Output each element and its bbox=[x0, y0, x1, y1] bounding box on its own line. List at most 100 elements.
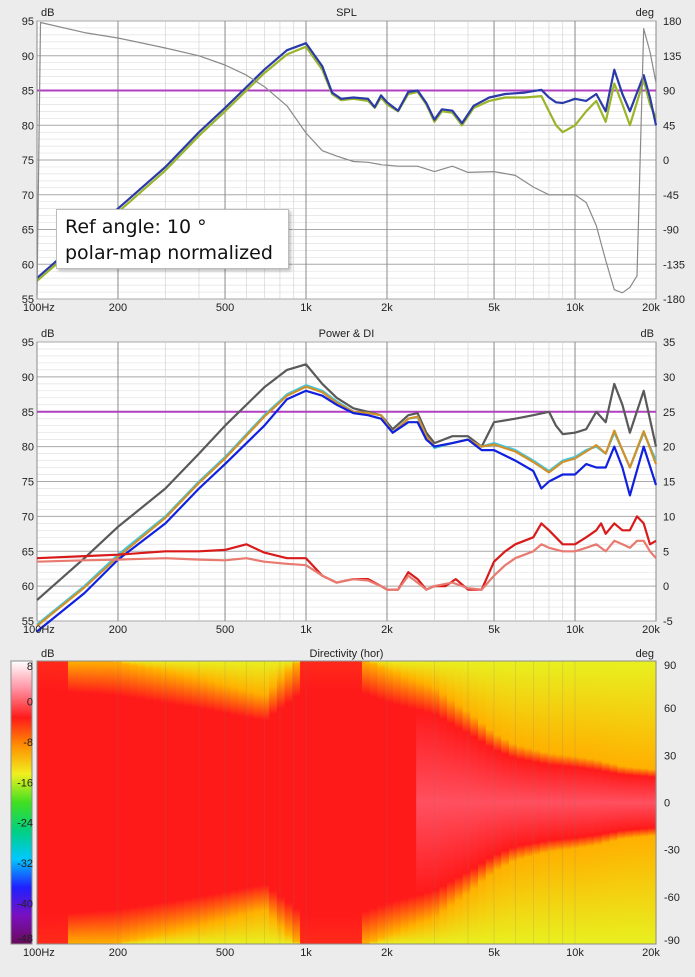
y-tick-label: 75 bbox=[22, 155, 34, 167]
heatmap-stripe bbox=[83, 661, 92, 944]
y2-tick-label: -135 bbox=[663, 259, 685, 271]
right-unit-label: deg bbox=[636, 7, 654, 19]
series-line-0 bbox=[36, 363, 658, 601]
colorbar-tick-label: 0 bbox=[27, 696, 33, 708]
heatmap-stripe bbox=[563, 661, 572, 944]
left-unit-label: dB bbox=[41, 648, 54, 660]
heatmap-stripe bbox=[423, 661, 433, 944]
y-tick-label: 60 bbox=[22, 259, 34, 271]
heatmap-stripe bbox=[578, 661, 587, 944]
heatmap-stripe bbox=[617, 661, 626, 944]
ref-angle-annotation: Ref angle: 10 ° polar-map normalized bbox=[56, 209, 289, 269]
colorbar-tick-label: -8 bbox=[23, 737, 33, 749]
heatmap-stripe bbox=[346, 661, 355, 944]
y-tick-label: 70 bbox=[22, 190, 34, 202]
x-tick-label: 100Hz bbox=[23, 624, 55, 636]
y-tick-label: 75 bbox=[22, 477, 34, 489]
y2-tick-label: -5 bbox=[663, 616, 673, 628]
heatmap-stripe bbox=[400, 661, 409, 944]
heatmap-stripe bbox=[98, 661, 108, 944]
colorbar-tick-label: 8 bbox=[27, 661, 33, 673]
heatmap-stripe bbox=[547, 661, 557, 944]
angle-tick-label: 60 bbox=[664, 703, 676, 715]
heatmap-stripe bbox=[307, 661, 317, 944]
y2-tick-label: 135 bbox=[663, 51, 681, 63]
heatmap-stripe bbox=[106, 661, 115, 944]
heatmap-stripe bbox=[168, 661, 177, 944]
heatmap-stripe bbox=[385, 661, 394, 944]
angle-tick-label: 30 bbox=[664, 750, 676, 762]
heatmap-stripe bbox=[478, 661, 487, 944]
x-tick-label: 500 bbox=[216, 302, 234, 314]
heatmap-stripe bbox=[609, 661, 618, 944]
y-tick-label: 65 bbox=[22, 546, 34, 558]
heatmap-stripe bbox=[160, 661, 170, 944]
heatmap-stripe bbox=[493, 661, 502, 944]
colorbar-tick-label: -32 bbox=[17, 858, 33, 870]
y-tick-label: 90 bbox=[22, 51, 34, 63]
y2-tick-label: -90 bbox=[663, 225, 679, 237]
y-tick-label: 85 bbox=[22, 86, 34, 98]
x-tick-label: 10k bbox=[566, 624, 584, 636]
series-line-2 bbox=[36, 21, 657, 296]
heatmap-stripe bbox=[570, 661, 580, 944]
chart-title: SPL bbox=[336, 7, 357, 19]
heatmap-stripe bbox=[331, 661, 340, 944]
heatmap-stripe bbox=[555, 661, 564, 944]
heatmap-stripe bbox=[508, 661, 518, 944]
y2-tick-label: 90 bbox=[663, 86, 675, 98]
heatmap-stripe bbox=[594, 661, 603, 944]
heatmap-stripe bbox=[37, 661, 46, 944]
heatmap-stripe bbox=[470, 661, 479, 944]
heatmap-stripe bbox=[44, 661, 54, 944]
heatmap-stripe bbox=[431, 661, 440, 944]
heatmap-stripe bbox=[323, 661, 332, 944]
left-unit-label: dB bbox=[41, 7, 54, 19]
heatmap-stripe bbox=[145, 661, 154, 944]
heatmap-stripe bbox=[586, 661, 595, 944]
heatmap-stripe bbox=[416, 661, 425, 944]
x-tick-label: 2k bbox=[381, 302, 393, 314]
y-tick-label: 65 bbox=[22, 225, 34, 237]
y2-tick-label: 0 bbox=[663, 581, 669, 593]
colorbar-tick-label: -40 bbox=[17, 899, 33, 911]
heatmap-stripe bbox=[75, 661, 85, 944]
y-tick-label: 80 bbox=[22, 120, 34, 132]
heatmap-stripe bbox=[292, 661, 301, 944]
chart-title: Power & DI bbox=[319, 328, 375, 340]
heatmap-stripe bbox=[238, 661, 247, 944]
heatmap-frame bbox=[36, 660, 657, 945]
x-tick-label: 200 bbox=[109, 302, 127, 314]
series-line-5 bbox=[36, 539, 657, 591]
heatmap-stripe bbox=[625, 661, 634, 944]
x-tick-label: 1k bbox=[300, 302, 312, 314]
panel-power-di: 55 60 65 70 75 80 85 90 95 -5 0 5 10 15 20 25 30 35 100Hz 2… bbox=[22, 328, 676, 636]
y-tick-label: 55 bbox=[22, 616, 34, 628]
heatmap-stripe bbox=[601, 661, 611, 944]
colorbar-tick-label: -16 bbox=[17, 777, 33, 789]
x-tick-label: 200 bbox=[109, 624, 127, 636]
heatmap-stripe bbox=[524, 661, 533, 944]
y2-tick-label: 20 bbox=[663, 442, 675, 454]
heatmap-stripe bbox=[640, 661, 649, 944]
heatmap-stripe bbox=[137, 661, 146, 944]
angle-tick-label: 0 bbox=[664, 798, 670, 810]
x-tick-label: 500 bbox=[216, 624, 234, 636]
annotation-line-2: polar-map normalized bbox=[65, 242, 273, 264]
series-line-0 bbox=[36, 45, 658, 282]
y2-tick-label: 35 bbox=[663, 337, 675, 349]
heatmap-stripe bbox=[153, 661, 162, 944]
x-tick-label: 5k bbox=[488, 947, 500, 959]
heatmap-stripe bbox=[485, 661, 495, 944]
heatmap-stripe bbox=[52, 661, 61, 944]
y-tick-label: 85 bbox=[22, 407, 34, 419]
y-tick-label: 60 bbox=[22, 581, 34, 593]
y-tick-label: 95 bbox=[22, 16, 34, 28]
x-tick-label: 2k bbox=[381, 947, 393, 959]
series-line-2 bbox=[36, 385, 658, 627]
heatmap-stripe bbox=[447, 661, 456, 944]
heatmap-stripe bbox=[454, 661, 464, 944]
heatmap-stripe bbox=[184, 661, 193, 944]
